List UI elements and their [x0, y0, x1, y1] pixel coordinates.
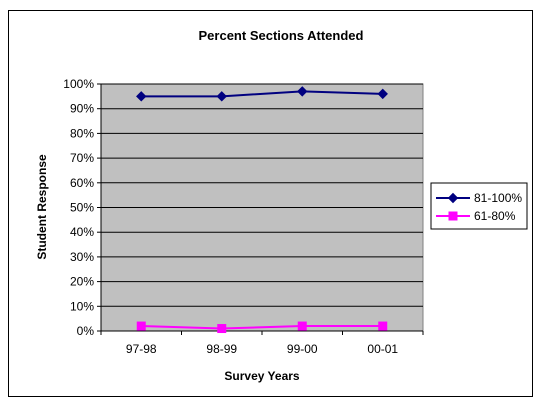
y-tick-label: 10% — [70, 299, 94, 313]
x-tick-label: 98-99 — [206, 342, 237, 356]
legend-marker — [448, 211, 458, 221]
data-point — [216, 91, 227, 102]
x-axis-ticks: 97-98 98-99 99-00 00-01 — [100, 331, 424, 356]
y-axis-title: Student Response — [35, 154, 49, 260]
data-point — [217, 324, 227, 334]
y-tick-label: 30% — [70, 250, 94, 264]
y-tick-label: 70% — [70, 151, 94, 165]
legend-label: 61-80% — [474, 209, 516, 223]
series-line — [141, 90, 383, 98]
series-layer — [136, 86, 388, 334]
data-point — [136, 91, 147, 102]
legend: 81-100% 61-80% — [430, 182, 528, 230]
data-point — [297, 86, 308, 97]
y-tick-label: 90% — [70, 102, 94, 116]
y-axis-ticks: 0% 10% 20% 30% 40% 50% 60% 70% 80% 90% 100% — [63, 77, 101, 338]
y-tick-label: 0% — [77, 324, 95, 338]
gridlines — [100, 83, 423, 332]
y-tick-label: 100% — [63, 77, 94, 91]
legend-marker — [447, 192, 459, 204]
series-line — [141, 325, 383, 330]
x-tick-label: 97-98 — [126, 342, 157, 356]
y-tick-label: 40% — [70, 225, 94, 239]
data-point — [136, 321, 146, 331]
x-axis-title: Survey Years — [224, 369, 300, 383]
y-tick-label: 60% — [70, 176, 94, 190]
y-tick-label: 20% — [70, 275, 94, 289]
x-tick-label: 99-00 — [287, 342, 318, 356]
data-point — [297, 321, 307, 331]
legend-box — [430, 182, 528, 230]
y-tick-label: 80% — [70, 126, 94, 140]
data-point — [378, 321, 388, 331]
legend-label: 81-100% — [474, 191, 522, 205]
y-tick-label: 50% — [70, 201, 94, 215]
x-tick-label: 00-01 — [367, 342, 398, 356]
data-point — [377, 88, 388, 100]
chart-title: Percent Sections Attended — [199, 28, 364, 43]
